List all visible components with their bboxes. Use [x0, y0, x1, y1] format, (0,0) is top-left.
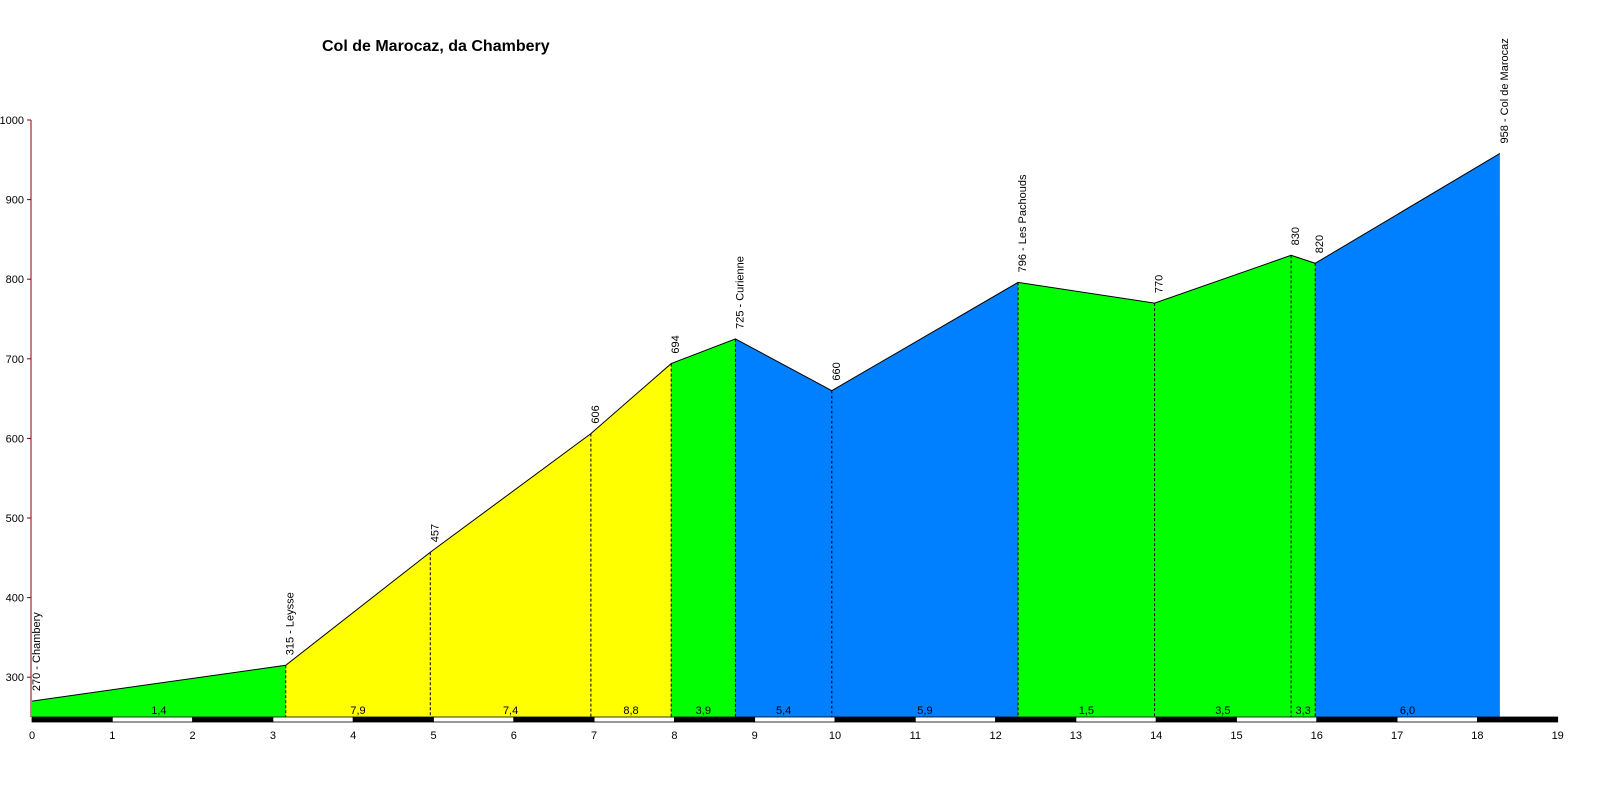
y-tick-label: 600 — [6, 433, 24, 445]
scale-block — [192, 716, 274, 723]
scale-block — [1316, 716, 1398, 723]
segment-area — [1315, 153, 1500, 717]
scale-block — [513, 716, 595, 723]
y-tick-label: 500 — [6, 513, 24, 525]
segment-area — [1291, 255, 1316, 717]
scale-block — [1236, 716, 1318, 723]
gradient-areas — [32, 153, 1500, 717]
segment-area — [590, 363, 672, 717]
point-label: 770 — [1154, 275, 1166, 293]
x-tick-label: 18 — [1471, 730, 1483, 742]
x-tick-label: 3 — [270, 730, 276, 742]
x-axis: 0 1 2 3 4 5 6 7 8 9 10 11 12 13 14 15 16 17 18 19 — [29, 730, 1564, 742]
x-tick-label: 4 — [350, 730, 356, 742]
gradient-label: 6,0 — [1400, 705, 1415, 717]
scale-block — [352, 716, 434, 723]
scale-block — [1396, 716, 1478, 723]
y-tick-label: 300 — [6, 672, 24, 684]
gradient-label: 1,5 — [1079, 705, 1094, 717]
x-tick-label: 1 — [109, 730, 115, 742]
x-tick-label: 0 — [29, 730, 35, 742]
point-label: 830 — [1290, 227, 1302, 245]
scale-block — [1477, 716, 1559, 723]
gradient-label: 3,9 — [696, 705, 711, 717]
x-tick-label: 13 — [1070, 730, 1082, 742]
chart-title: Col de Marocaz, da Chambery — [322, 38, 550, 55]
y-tick-label: 700 — [6, 354, 24, 366]
segment-area — [735, 338, 832, 717]
point-label: 958 - Col de Marocaz — [1499, 38, 1511, 143]
x-tick-label: 14 — [1150, 730, 1162, 742]
x-tick-label: 6 — [511, 730, 517, 742]
scale-block — [593, 716, 675, 723]
x-tick-label: 12 — [989, 730, 1001, 742]
segment-area — [430, 433, 591, 717]
segment-area — [1154, 255, 1292, 717]
point-label: 270 - Chambery — [31, 612, 43, 691]
segment-area — [831, 282, 1019, 717]
scale-block — [914, 716, 996, 723]
gradient-label: 7,4 — [503, 705, 518, 717]
segment-area — [671, 338, 736, 717]
gradient-label: 3,5 — [1215, 705, 1230, 717]
segment-dividers — [285, 255, 1316, 717]
x-tick-label: 11 — [910, 730, 921, 742]
x-tick-label: 2 — [190, 730, 196, 742]
y-tick-label: 900 — [6, 195, 24, 207]
gradient-label: 5,4 — [776, 705, 791, 717]
profile-line — [31, 153, 1501, 702]
gradient-labels: 1,4 7,9 7,4 8,8 3,9 5,4 5,9 1,5 3,5 3,3 6,0 — [151, 705, 1415, 717]
y-tick-label: 1000 — [0, 115, 24, 127]
scale-block — [754, 716, 836, 723]
x-tick-label: 17 — [1391, 730, 1403, 742]
point-label: 725 - Curienne — [734, 256, 746, 329]
point-label: 694 — [670, 335, 682, 353]
scale-block — [1075, 716, 1157, 723]
gradient-label: 1,4 — [151, 705, 166, 717]
gradient-label: 5,9 — [917, 705, 932, 717]
segment-area — [32, 665, 286, 717]
profile-line-group — [31, 153, 1501, 702]
segment-area — [1018, 282, 1155, 717]
point-label: 457 — [429, 524, 441, 542]
scale-block — [272, 716, 354, 723]
x-tick-label: 10 — [829, 730, 841, 742]
point-label: 606 — [590, 405, 602, 423]
x-tick-label: 7 — [591, 730, 597, 742]
gradient-label: 7,9 — [350, 705, 365, 717]
scale-block — [111, 716, 194, 723]
scale-block — [433, 716, 515, 723]
segment-area — [285, 552, 431, 717]
point-label: 796 - Les Pachouds — [1017, 174, 1029, 272]
distance-scale-bar — [31, 716, 1559, 723]
point-label: 820 — [1314, 235, 1326, 253]
x-tick-label: 16 — [1311, 730, 1323, 742]
point-labels: 270 - Chambery 315 - Leysse 457 606 694 725 -… — [31, 38, 1511, 691]
x-tick-label: 15 — [1230, 730, 1242, 742]
y-tick-label: 400 — [6, 593, 24, 605]
gradient-label: 3,3 — [1296, 705, 1311, 717]
x-tick-label: 9 — [752, 730, 758, 742]
point-label: 660 — [831, 362, 843, 380]
point-label: 315 - Leysse — [285, 592, 297, 655]
scale-block — [674, 716, 756, 723]
gradient-label: 8,8 — [623, 705, 638, 717]
scale-block — [31, 716, 113, 723]
scale-block — [995, 716, 1077, 723]
y-axis: 300 400 500 600 700 800 900 1000 — [0, 115, 32, 717]
x-tick-label: 8 — [671, 730, 677, 742]
x-tick-label: 19 — [1552, 730, 1564, 742]
scale-block — [1155, 716, 1237, 723]
x-tick-label: 5 — [430, 730, 436, 742]
scale-block — [834, 716, 916, 723]
y-tick-label: 800 — [6, 274, 24, 286]
